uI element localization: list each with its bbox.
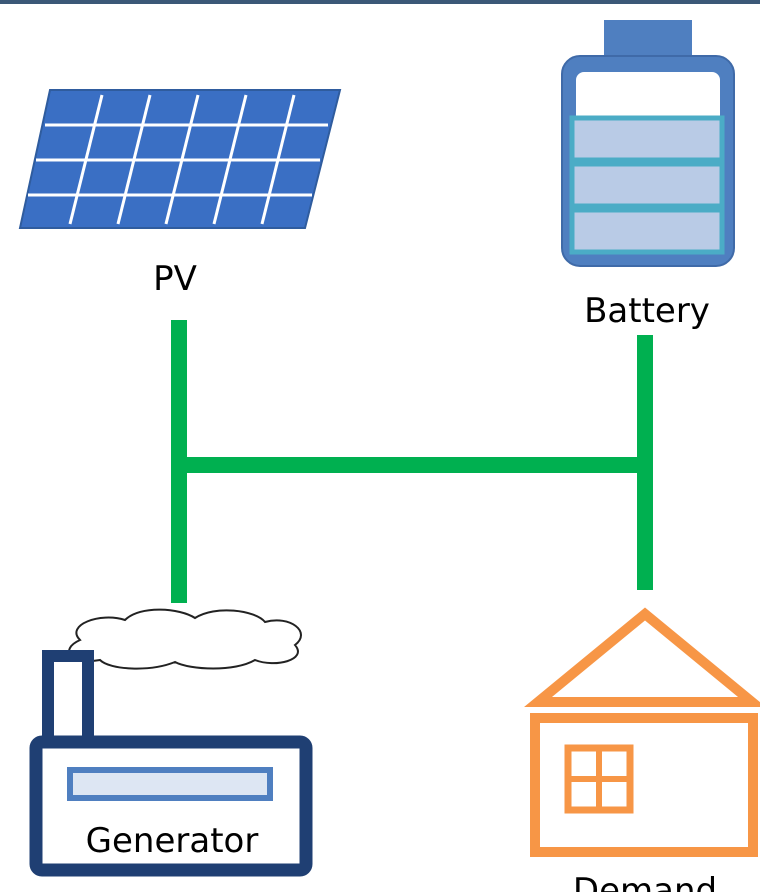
generator [29,608,313,877]
node-label: PV [153,259,197,299]
connections [171,320,653,603]
node-label: Generator [86,821,259,861]
pv-panel [18,89,342,229]
top-border [0,0,760,4]
node-label: Battery [584,291,710,331]
node-label: Demand [573,871,717,892]
battery [561,20,735,267]
house [524,607,760,857]
